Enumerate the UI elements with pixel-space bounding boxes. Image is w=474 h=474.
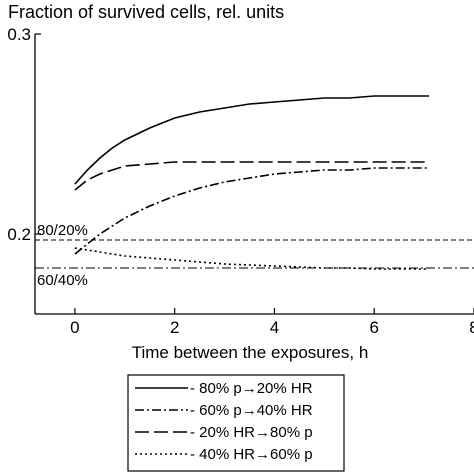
x-tick-label: 0 xyxy=(70,318,79,337)
legend-items: - 80% p→20% HR - 60% p→40% HR - 20% HR→80%… xyxy=(135,380,313,463)
x-tick-label: 6 xyxy=(369,318,378,337)
legend-label: - 80% p→20% HR xyxy=(190,380,313,397)
chart-title: Fraction of survived cells, rel. units xyxy=(8,2,284,22)
reference-line-label: 80/20% xyxy=(37,222,88,239)
series-line xyxy=(74,247,430,270)
series-lines xyxy=(74,95,430,270)
axes xyxy=(34,34,474,315)
series-line xyxy=(74,95,430,185)
y-ticks: 0.2 0.3 xyxy=(7,25,41,244)
y-tick-label: 0.2 xyxy=(7,225,31,244)
series-line xyxy=(74,167,430,255)
reference-lines: 80/20% 60/40% xyxy=(35,222,474,289)
x-tick-label: 2 xyxy=(170,318,179,337)
series-line xyxy=(74,161,430,191)
reference-line-label: 60/40% xyxy=(37,272,88,289)
legend: - 80% p→20% HR - 60% p→40% HR - 20% HR→80%… xyxy=(127,374,345,472)
x-axis-label: Time between the exposures, h xyxy=(132,343,369,362)
legend-label: - 60% p→40% HR xyxy=(190,402,313,419)
legend-box xyxy=(127,374,345,472)
x-tick-label: 4 xyxy=(270,318,279,337)
legend-label: - 40% HR→60% p xyxy=(190,446,313,463)
x-tick-label: 8 xyxy=(469,318,474,337)
x-ticks: 0 2 4 6 8 xyxy=(70,308,474,337)
legend-label: - 20% HR→80% p xyxy=(190,424,313,441)
y-tick-label: 0.3 xyxy=(7,25,31,44)
